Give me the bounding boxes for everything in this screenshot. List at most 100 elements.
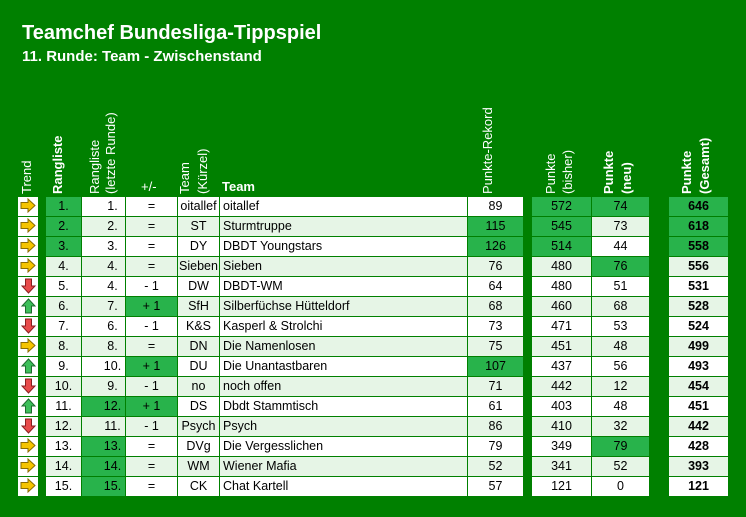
points-total-cell: 558 — [668, 237, 728, 256]
team-name-cell: Sieben — [219, 257, 467, 276]
plusminus-cell: + 1 — [125, 297, 177, 316]
points-new-cell: 68 — [591, 297, 649, 316]
table-row: 12. 11. - 1 Psych Psych 86 410 32 442 — [0, 417, 746, 437]
table-row: 14. 14. = WM Wiener Mafia 52 341 52 393 — [0, 457, 746, 477]
team-name-cell: Kasperl & Strolchi — [219, 317, 467, 336]
table-row: 11. 12. + 1 DS Dbdt Stammtisch 61 403 48 451 — [0, 397, 746, 417]
team-short-cell: DVg — [177, 437, 219, 456]
team-short-cell: Psych — [177, 417, 219, 436]
points-previous-cell: 480 — [531, 277, 591, 296]
team-name-cell: Wiener Mafia — [219, 457, 467, 476]
plusminus-cell: = — [125, 237, 177, 256]
record-cell: 86 — [467, 417, 523, 436]
points-new-cell: 0 — [591, 477, 649, 496]
table-row: 7. 6. - 1 K&S Kasperl & Strolchi 73 471 53 524 — [0, 317, 746, 337]
record-cell: 73 — [467, 317, 523, 336]
points-previous-cell: 471 — [531, 317, 591, 336]
table-row: 5. 4. - 1 DW DBDT-WM 64 480 51 531 — [0, 277, 746, 297]
header-rangliste: Rangliste — [50, 135, 65, 194]
team-name-cell: oitallef — [219, 197, 467, 216]
header-punkte-bisher-2: (bisher) — [560, 149, 575, 194]
table-row: 15. 15. = CK Chat Kartell 57 121 0 121 — [0, 477, 746, 497]
header-plusminus: +/- — [141, 179, 157, 194]
header-team-kuerzel-1: Team — [177, 162, 192, 194]
record-cell: 64 — [467, 277, 523, 296]
plusminus-cell: - 1 — [125, 417, 177, 436]
rank-cell: 6. — [45, 297, 81, 316]
trend-up-arrow-icon — [18, 297, 38, 316]
trend-up-arrow-icon — [18, 397, 38, 416]
record-cell: 79 — [467, 437, 523, 456]
points-new-cell: 52 — [591, 457, 649, 476]
header-punkte-rekord: Punkte-Rekord — [480, 107, 495, 194]
points-previous-cell: 121 — [531, 477, 591, 496]
team-name-cell: Chat Kartell — [219, 477, 467, 496]
plusminus-cell: + 1 — [125, 357, 177, 376]
table-row: 9. 10. + 1 DU Die Unantastbaren 107 437 56 493 — [0, 357, 746, 377]
points-total-cell: 646 — [668, 197, 728, 216]
team-name-cell: Die Vergesslichen — [219, 437, 467, 456]
team-short-cell: no — [177, 377, 219, 396]
team-short-cell: ST — [177, 217, 219, 236]
points-total-cell: 556 — [668, 257, 728, 276]
rank-cell: 13. — [45, 437, 81, 456]
header-punkte-gesamt-1: Punkte — [679, 150, 694, 194]
team-short-cell: DS — [177, 397, 219, 416]
table-row: 1. 1. = oitallef oitallef 89 572 74 646 — [0, 197, 746, 217]
record-cell: 76 — [467, 257, 523, 276]
team-short-cell: WM — [177, 457, 219, 476]
record-cell: 71 — [467, 377, 523, 396]
team-name-cell: Die Unantastbaren — [219, 357, 467, 376]
points-previous-cell: 349 — [531, 437, 591, 456]
points-total-cell: 454 — [668, 377, 728, 396]
record-cell: 126 — [467, 237, 523, 256]
team-short-cell: Sieben — [177, 257, 219, 276]
team-short-cell: DY — [177, 237, 219, 256]
points-new-cell: 53 — [591, 317, 649, 336]
table-row: 6. 7. + 1 SfH Silberfüchse Hütteldorf 68 460 68… — [0, 297, 746, 317]
plusminus-cell: - 1 — [125, 377, 177, 396]
header-rangliste-letzte-1: Rangliste — [87, 139, 102, 194]
points-previous-cell: 451 — [531, 337, 591, 356]
points-total-cell: 524 — [668, 317, 728, 336]
rank-cell: 9. — [45, 357, 81, 376]
trend-down-arrow-icon — [18, 417, 38, 436]
points-previous-cell: 341 — [531, 457, 591, 476]
points-total-cell: 121 — [668, 477, 728, 496]
record-cell: 57 — [467, 477, 523, 496]
plusminus-cell: = — [125, 457, 177, 476]
points-total-cell: 442 — [668, 417, 728, 436]
points-new-cell: 51 — [591, 277, 649, 296]
trend-down-arrow-icon — [18, 317, 38, 336]
team-name-cell: DBDT Youngstars — [219, 237, 467, 256]
trend-right-arrow-icon — [18, 437, 38, 456]
rank-cell: 3. — [45, 237, 81, 256]
team-name-cell: Psych — [219, 417, 467, 436]
record-cell: 68 — [467, 297, 523, 316]
points-previous-cell: 410 — [531, 417, 591, 436]
points-new-cell: 74 — [591, 197, 649, 216]
trend-right-arrow-icon — [18, 217, 38, 236]
record-cell: 52 — [467, 457, 523, 476]
points-total-cell: 531 — [668, 277, 728, 296]
points-new-cell: 73 — [591, 217, 649, 236]
team-name-cell: DBDT-WM — [219, 277, 467, 296]
points-previous-cell: 480 — [531, 257, 591, 276]
points-previous-cell: 442 — [531, 377, 591, 396]
plusminus-cell: + 1 — [125, 397, 177, 416]
rank-cell: 7. — [45, 317, 81, 336]
points-previous-cell: 514 — [531, 237, 591, 256]
team-name-cell: Sturmtruppe — [219, 217, 467, 236]
team-name-cell: Dbdt Stammtisch — [219, 397, 467, 416]
record-cell: 107 — [467, 357, 523, 376]
trend-right-arrow-icon — [18, 477, 38, 496]
points-new-cell: 79 — [591, 437, 649, 456]
plusminus-cell: = — [125, 197, 177, 216]
points-total-cell: 618 — [668, 217, 728, 236]
points-new-cell: 12 — [591, 377, 649, 396]
rank-cell: 15. — [45, 477, 81, 496]
plusminus-cell: - 1 — [125, 277, 177, 296]
page-title: Teamchef Bundesliga-Tippspiel — [22, 22, 322, 44]
points-new-cell: 56 — [591, 357, 649, 376]
trend-down-arrow-icon — [18, 377, 38, 396]
